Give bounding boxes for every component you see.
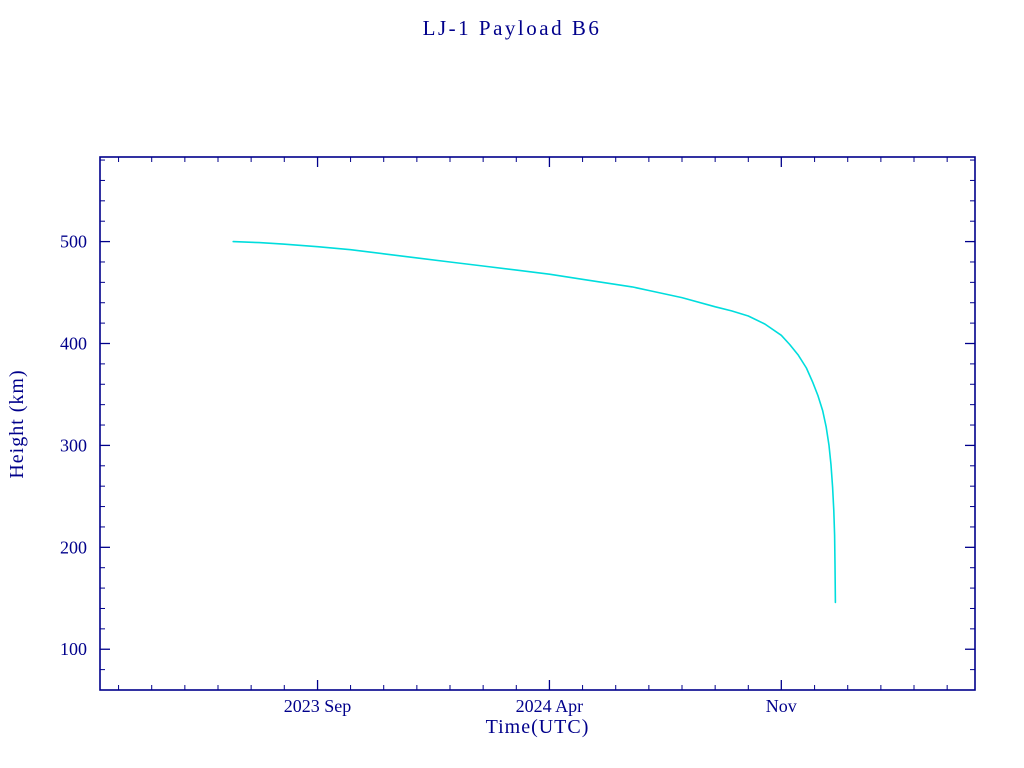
y-tick-label: 400: [60, 333, 87, 353]
y-tick-label: 200: [60, 537, 87, 557]
x-tick-label: Nov: [766, 696, 797, 716]
series-height-profile: [232, 240, 837, 604]
y-tick-label: 500: [60, 232, 87, 252]
y-tick-label: 300: [60, 435, 87, 455]
y-axis-label: Height (km): [6, 369, 28, 479]
chart-title: LJ-1 Payload B6: [422, 16, 602, 40]
axes-box: [99, 156, 976, 691]
y-tick-label: 100: [60, 639, 87, 659]
x-tick-label: 2024 Apr: [516, 696, 584, 716]
x-tick-label: 2023 Sep: [284, 696, 352, 716]
x-axis-label: Time(UTC): [485, 716, 590, 738]
